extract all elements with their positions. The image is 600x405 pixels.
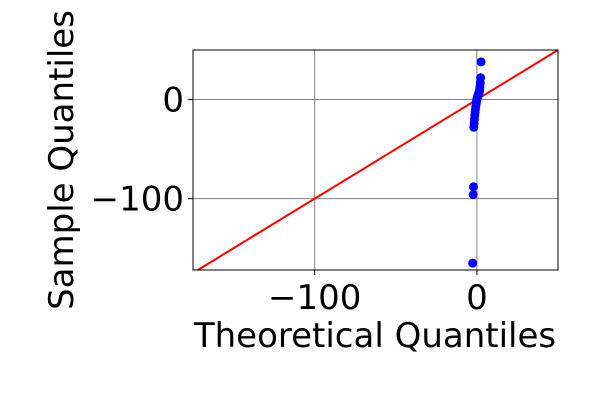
reference-line	[197, 49, 559, 271]
data-point-1	[468, 190, 478, 200]
data-point-0	[468, 258, 478, 268]
plot-area-frame	[192, 49, 559, 271]
x-tick-label: −100	[268, 278, 361, 318]
plot-layer	[197, 49, 559, 271]
data-point-25	[476, 57, 486, 67]
x-axis-label: Theoretical Quantiles	[193, 316, 556, 356]
y-axis-label: Sample Quantiles	[42, 10, 82, 310]
y-tick-label: 0	[162, 81, 184, 121]
y-tick-label: −100	[91, 180, 184, 220]
data-point-2	[468, 182, 478, 192]
x-tick-label: 0	[466, 278, 488, 318]
tick-layer: −100 0 −100 0	[91, 81, 488, 318]
data-point-24	[476, 73, 486, 83]
